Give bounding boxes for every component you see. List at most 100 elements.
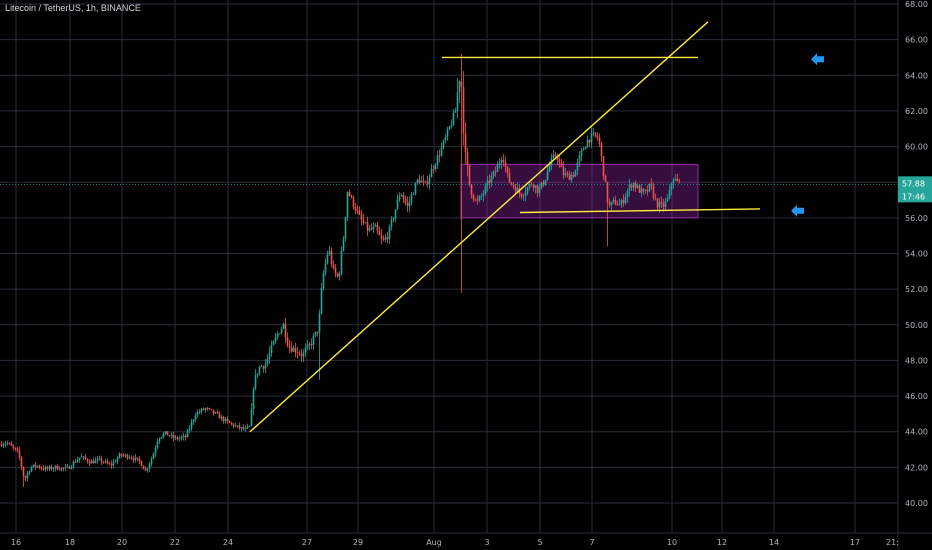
price-tick-label: 44.00 [905,428,928,437]
candle-body [592,132,595,134]
candle-body [562,167,565,176]
candle-body [362,219,365,224]
candle-body [326,254,329,263]
candle-body [90,460,93,464]
candle-body [454,111,457,113]
candle-body [50,466,53,470]
candle-body [234,425,237,427]
candle-body [646,190,649,192]
time-tick-label: 3 [484,538,489,547]
candle-body [438,155,441,157]
candle-body [622,200,625,203]
candle-body [504,162,507,167]
candle-body [310,344,313,346]
time-tick-label: 17 [850,538,860,547]
candle-body [98,458,101,460]
candle-body [522,195,525,197]
candle-body [308,344,311,345]
candle-body [228,420,231,423]
candle-body [204,408,207,410]
candle-body [120,453,123,456]
candle-body [674,178,677,181]
candle-body [92,460,95,464]
candle-body [232,423,235,427]
candle-body [306,344,309,349]
candle-body [160,437,163,439]
range-box-layer [460,163,699,219]
candle-body [190,422,193,429]
candle-body [182,435,185,438]
candle-body [656,198,659,208]
candle-body [566,173,569,175]
candle-body [158,438,161,442]
candle-body [258,366,261,374]
candle-body [126,454,129,459]
candle-body [498,162,501,165]
candle-body [132,458,135,461]
candle-body [256,373,259,376]
candle-body [356,210,359,212]
candle-body [668,189,671,199]
price-tick-label: 48.00 [905,356,928,365]
candle-body [110,464,113,466]
candle-body [640,188,643,193]
candle-body [446,129,449,137]
candle-body [428,177,431,185]
candle-body [290,347,293,352]
candle-body [330,251,333,265]
candle-body [628,184,631,191]
candle-body [660,201,663,204]
candle-body [670,183,673,190]
candle-body [324,262,327,273]
candle-body [468,164,471,185]
candle-body [166,431,169,436]
candle-body [378,230,381,236]
candle-body [528,184,531,188]
candle-body [364,222,367,224]
candle-body [148,463,151,469]
candle-body [416,179,419,184]
candle-body [542,182,545,185]
candle-body [376,224,379,231]
candle-body [338,273,341,277]
candle-body [250,409,253,427]
candle-body [102,461,105,463]
candle-body [380,235,383,240]
price-axis[interactable]: 40.00 42.00 44.00 46.00 48.00 50.00 52.00 54.00… [905,0,928,508]
time-axis[interactable]: 16 18 20 22 24 27 29 Aug 3 5 7 10 12 14 17 21: [11,538,899,547]
candle-body [584,146,587,150]
candle-body [408,201,411,207]
time-tick-label: 18 [65,538,75,547]
candle-body [348,192,351,197]
candle-body [650,183,653,186]
time-tick-label: 12 [717,538,727,547]
candle-body [420,180,423,183]
candle-body [76,459,79,463]
candle-body [80,456,83,458]
candle-body [652,185,655,198]
candle-body [472,195,475,200]
candle-body [424,181,427,183]
candle-body [44,467,47,470]
candle-body [170,434,173,437]
candle-body [154,448,157,454]
candle-body [66,466,69,468]
candle-body [442,140,445,148]
candle-body [476,199,479,201]
candle-body [478,196,481,201]
candle-body [598,137,601,144]
candle-body [284,323,287,338]
candle-body [664,200,667,208]
candle-body [354,206,357,211]
candle-body [414,183,417,195]
candle-body [244,428,247,430]
candle-body [490,175,493,183]
candle-body [178,438,181,440]
candle-body [8,443,11,444]
candle-body [334,267,337,274]
candle-body [288,345,291,348]
candle-body [214,412,217,414]
candle-body [496,164,499,172]
candle-body [38,465,41,468]
